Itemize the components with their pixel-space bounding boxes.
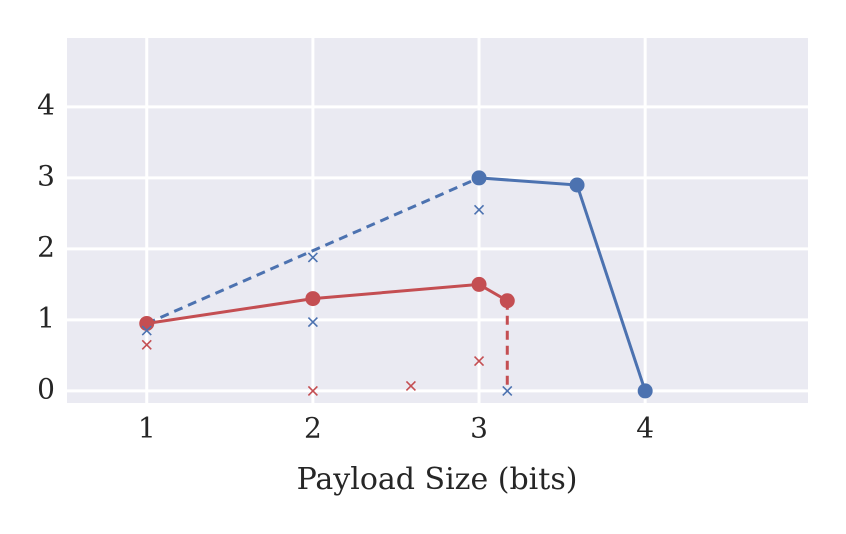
point-marker: [471, 170, 487, 186]
x-tick-label: 2: [304, 412, 322, 445]
y-tick-label: 2: [37, 230, 55, 263]
x-tick-label: 3: [470, 412, 488, 445]
x-tick-label: 1: [138, 412, 156, 445]
y-tick-label: 4: [37, 88, 55, 121]
point-marker: [305, 291, 321, 307]
point-marker: [471, 276, 487, 292]
point-marker: [637, 383, 653, 399]
cross-marker: [141, 339, 152, 350]
y-tick-label: 0: [37, 372, 55, 405]
cross-marker: [473, 204, 485, 215]
cross-marker: [473, 356, 485, 367]
plot-area: [67, 38, 808, 403]
cross-marker: [307, 385, 318, 396]
y-tick-label: 1: [37, 301, 55, 334]
point-marker: [569, 177, 585, 193]
cross-marker: [307, 252, 318, 263]
point-marker: [499, 293, 515, 309]
cross-marker: [405, 380, 416, 392]
point-marker: [139, 315, 155, 331]
x-axis-label: Payload Size (bits): [297, 462, 578, 497]
y-tick-label: 3: [37, 159, 55, 192]
cross-marker: [307, 316, 318, 328]
cross-marker: [141, 325, 152, 336]
series-line: [146, 176, 480, 325]
x-tick-label: 4: [636, 412, 654, 445]
series-line: [146, 282, 509, 325]
cross-marker: [502, 385, 513, 396]
